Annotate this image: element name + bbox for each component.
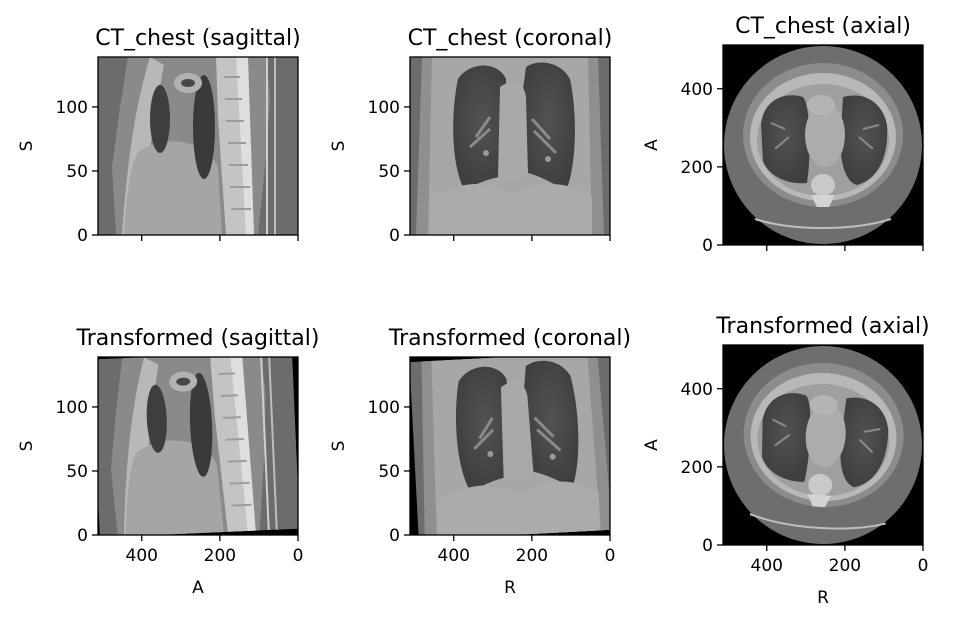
y-axis-label: S	[17, 141, 37, 152]
y-tick-label: 0	[77, 526, 88, 546]
axes-frame	[722, 44, 924, 246]
panel-image	[98, 57, 298, 235]
panel-1: 0 50 100 CT_chest (sagittal) S	[17, 26, 301, 246]
panel-title: CT_chest (axial)	[735, 14, 911, 39]
ct-slice-image	[716, 338, 929, 551]
x-tick-label: 200	[204, 546, 236, 566]
y-axis-label: S	[329, 141, 349, 152]
y-axis-label: S	[329, 441, 349, 452]
panel-title: CT_chest (sagittal)	[95, 26, 301, 51]
y-tick-label: 200	[681, 158, 713, 178]
y-tick-label: 0	[77, 226, 88, 246]
panel-4: 400 200 0 0 50 100 Transformed (sagittal) S A	[17, 326, 319, 598]
panel-2: 0 50 100 CT_chest (coronal) S	[329, 26, 612, 246]
panel-image	[723, 45, 923, 245]
x-tick-label: 400	[751, 556, 783, 576]
panel-5: 400 200 0 0 50 100 Transformed (coronal) S R	[329, 326, 631, 598]
x-axis-label: R	[504, 578, 516, 598]
x-tick-label: 400	[126, 546, 158, 566]
axes-frame	[722, 344, 924, 546]
y-tick-label: 50	[66, 162, 88, 182]
y-tick-label: 0	[389, 526, 400, 546]
y-tick-label: 0	[702, 236, 713, 256]
axes-frame	[409, 356, 611, 536]
x-tick-label: 0	[918, 556, 929, 576]
y-tick-label: 50	[378, 162, 400, 182]
panel-title: Transformed (coronal)	[388, 326, 631, 351]
y-tick-label: 400	[681, 80, 713, 100]
y-axis-label: A	[642, 439, 662, 451]
axes-frame	[409, 56, 611, 236]
ct-slice-image	[409, 352, 618, 540]
ct-slice-image	[92, 351, 300, 538]
y-tick-label: 100	[56, 398, 88, 418]
panel-image	[409, 352, 618, 540]
x-tick-label: 200	[829, 556, 861, 576]
y-tick-label: 50	[378, 462, 400, 482]
y-axis-label: S	[17, 441, 37, 452]
panel-title: Transformed (sagittal)	[76, 326, 320, 351]
y-tick-label: 0	[702, 536, 713, 556]
panel-title: CT_chest (coronal)	[408, 26, 613, 51]
x-tick-label: 0	[293, 546, 304, 566]
x-axis-label: R	[817, 588, 829, 608]
x-tick-label: 400	[438, 546, 470, 566]
panel-3: 0 200 400 CT_chest (axial) A	[642, 14, 924, 256]
y-tick-label: 100	[368, 398, 400, 418]
panel-image	[716, 338, 929, 551]
panel-6: 400 200 0 0 200 400 Transformed (axial) A R	[642, 314, 930, 608]
ct-slice-image	[410, 57, 610, 235]
axes-frame	[97, 356, 299, 536]
y-tick-label: 50	[66, 462, 88, 482]
ct-slice-image	[723, 45, 923, 245]
y-axis-label: A	[642, 139, 662, 151]
y-tick-label: 400	[681, 380, 713, 400]
panel-title: Transformed (axial)	[715, 314, 929, 339]
x-axis-label: A	[192, 578, 204, 598]
y-tick-label: 200	[681, 458, 713, 478]
ct-slice-image	[98, 57, 298, 235]
panel-image	[410, 57, 610, 235]
x-tick-label: 0	[605, 546, 616, 566]
y-tick-label: 100	[368, 98, 400, 118]
x-tick-label: 200	[516, 546, 548, 566]
panel-image	[92, 351, 300, 538]
y-tick-label: 100	[56, 98, 88, 118]
y-tick-label: 0	[389, 226, 400, 246]
axes-frame	[97, 56, 299, 236]
